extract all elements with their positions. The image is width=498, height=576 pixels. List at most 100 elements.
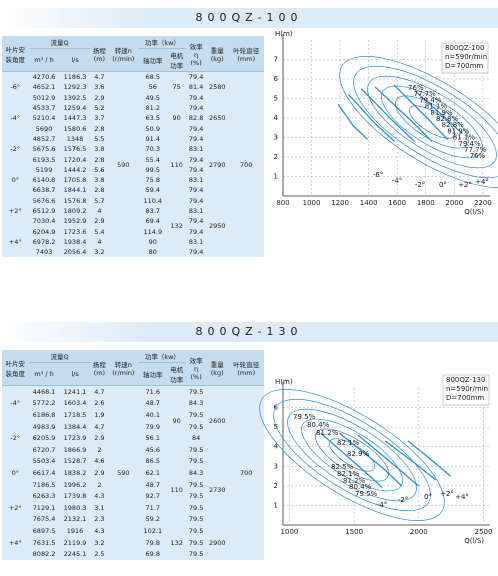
table-cell: 7186.5 (32, 480, 56, 489)
table-cell: 83.1 (188, 207, 204, 215)
table-cell: 1384.4 (63, 422, 87, 431)
table-cell: 5.4 (94, 227, 105, 236)
table-cell: 6140.8 (32, 176, 56, 185)
table-row: +4° 6204.9 1723.6 5.4 114.9 79.4 (2, 226, 264, 246)
angle-curve (337, 103, 369, 140)
legend-box (441, 42, 489, 74)
table-cell: 5676.6 (32, 196, 56, 205)
y-tick-label: 6 (274, 404, 279, 412)
table-cell: 114.9 (143, 227, 163, 236)
table-cell: 79.4 (188, 155, 204, 164)
table-row: 6617.4 1838.2 2.9 62.1 84.3 (2, 467, 264, 479)
table-cell: 1259.4 (63, 104, 87, 113)
table-cell: 6205.9 (32, 434, 56, 443)
table-cell: 50.9 (145, 124, 161, 133)
diameter-cell: 700 (240, 160, 253, 169)
table-cell: 1938.4 (63, 237, 87, 246)
angle-label: -4° (377, 501, 387, 509)
table-cell: 81.2 (145, 104, 161, 113)
table-cell: 79.5 (188, 387, 204, 396)
table-cell: 48.7 (145, 480, 161, 489)
table-cell: 1720.4 (63, 155, 87, 164)
table-cell: 79.5 (188, 538, 204, 547)
table-cell: 79.5 (188, 503, 204, 512)
y-tick-label: 1 (274, 173, 278, 181)
weight-cell: 2600 (208, 416, 226, 425)
angle-cell: -4° (10, 399, 21, 408)
table-cell: 4270.6 (32, 73, 56, 82)
motor-cell: 90 (172, 416, 181, 425)
weight-cell: 2950 (208, 222, 226, 231)
y-tick-label: 5 (274, 423, 278, 431)
table-cell: 1348 (66, 134, 84, 143)
table-cell: 79.5 (188, 492, 204, 501)
table-row: 5675.6 1576.5 3.8 70.3 83.1 (2, 144, 264, 154)
angle-curve (357, 434, 419, 487)
table-cell: 1723.9 (63, 434, 87, 443)
table-cell: 2.6 (94, 399, 105, 408)
table-cell: 1916 (66, 526, 84, 535)
table-row: 7403 2056.4 3.2 80 79.4 (2, 247, 264, 257)
table-cell: 2.9 (94, 434, 105, 443)
x-tick-label: 1800 (417, 199, 435, 207)
table-cell: 82.8 (188, 114, 204, 123)
table-header: 扬程 (m) (90, 36, 109, 72)
y-axis-label: H(m) (275, 378, 293, 386)
table-cell: 102.1 (143, 526, 163, 535)
angle-label: -2° (398, 496, 408, 504)
table-row: 6205.9 1723.9 2.9 56.1 84 (2, 432, 264, 444)
table-cell: 84.3 (188, 399, 204, 408)
table-cell: 1444.2 (63, 165, 87, 174)
angle-cell: +4° (8, 538, 22, 547)
angle-curve (384, 440, 437, 481)
efficiency-label: 81.1% (453, 134, 476, 142)
header-row: 叶片安 装角度 流量Q 扬程 (m) 转速n (r/min) 功率（kw） 效率 η (%… (2, 350, 264, 386)
speed-cell: 590 (117, 468, 130, 477)
table-cell: 5210.4 (32, 114, 56, 123)
legend-text: n=590r/min (446, 385, 488, 393)
efficiency-label: 80.4% (349, 483, 372, 491)
table-row: +2° 5676.6 1576.8 5.7 110.4 132 79.4 2950 (2, 196, 264, 231)
table-cell: 6978.2 (32, 237, 56, 246)
efficiency-label: 81.9% (447, 127, 470, 135)
efficiency-label: 82.1% (337, 439, 360, 447)
x-tick-label: 800 (276, 199, 289, 207)
table-header: m³ / h (28, 362, 60, 386)
table-row: 6638.7 1844.1 2.8 59.4 79.4 (2, 185, 264, 195)
performance-table: 叶片安 装角度 流量Q 扬程 (m) 转速n (r/min) 功率（kw） 效率 η (%… (2, 350, 264, 560)
table-cell: 79.4 (188, 165, 204, 174)
table-cell: 1576.8 (63, 196, 87, 205)
table-row: -6° 4270.6 1186.3 4.7 590 68.5 75 79.4 2580 700 (2, 72, 264, 169)
table-cell: 2245.1 (63, 550, 87, 559)
table-cell: 5012.9 (32, 93, 56, 102)
table-cell: 1447.3 (63, 114, 87, 123)
table-header: 效率 η (%) (186, 350, 206, 386)
table-cell: 79.5 (188, 422, 204, 431)
table-cell: 4.7 (94, 73, 105, 82)
table-cell: 2 (97, 445, 102, 454)
table-cell: 62.1 (145, 468, 161, 477)
table-cell: 48.7 (145, 399, 161, 408)
table-cell: 86.5 (145, 457, 161, 466)
table-cell: 84 (191, 434, 201, 443)
table-cell: 2056.4 (63, 248, 87, 257)
weight-cell: 2790 (208, 160, 226, 169)
table-cell: 79.8 (145, 538, 161, 547)
table-cell: 2119.9 (63, 538, 87, 547)
angle-label: +2° (458, 181, 472, 189)
angle-curve (360, 88, 415, 142)
table-cell: 56 (148, 83, 157, 92)
legend-text: 800QZ-130 (446, 376, 485, 384)
angle-curve (348, 94, 395, 142)
table-cell: 79.5 (188, 550, 204, 559)
angle-cell: +2° (8, 207, 22, 215)
speed-cell: 590 (117, 160, 130, 169)
table-row: -4° 4468.1 1241.1 4.7 590 71.6 90 79.5 2600 700 (2, 386, 264, 477)
x-tick-label: 2200 (474, 199, 492, 207)
x-tick-label: 1600 (388, 199, 406, 207)
table-cell: 68.5 (145, 73, 161, 82)
table-row: -2° 4983.9 1384.4 4.7 79.9 79.5 (2, 421, 264, 443)
table-cell: 55.4 (145, 155, 161, 164)
